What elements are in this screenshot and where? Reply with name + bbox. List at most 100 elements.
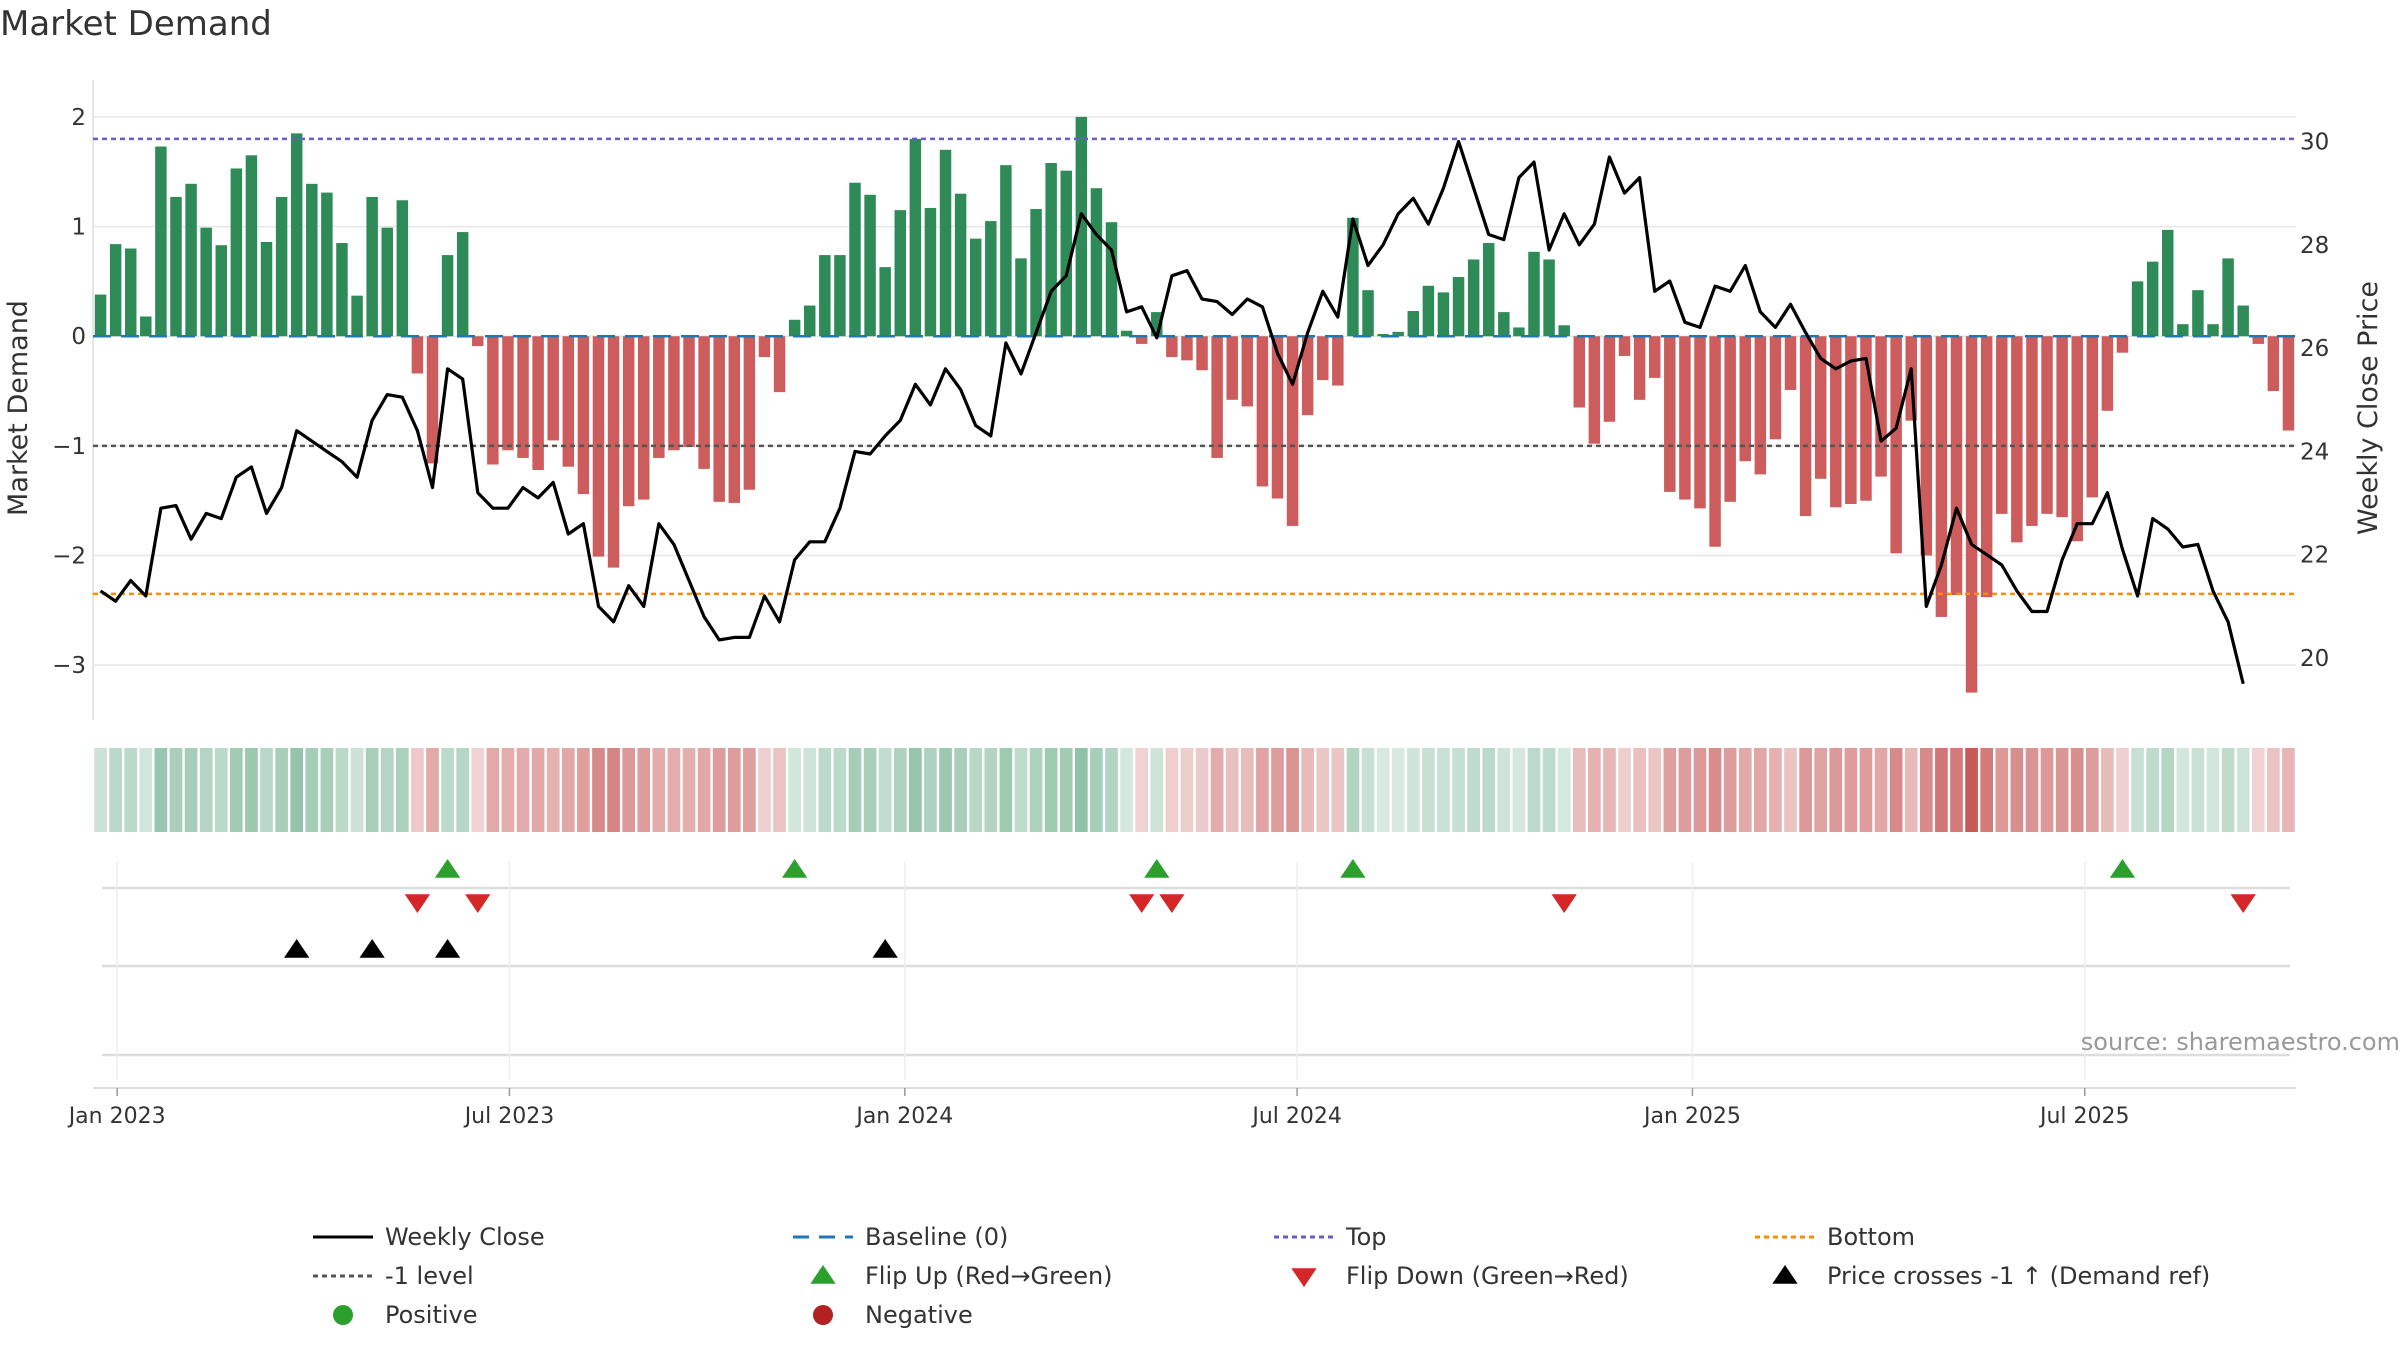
demand-bar xyxy=(773,336,786,393)
heat-strip-cell xyxy=(1904,748,1918,832)
legend-label: Negative xyxy=(865,1301,973,1329)
demand-bar xyxy=(2177,324,2189,337)
heat-strip-cell xyxy=(305,748,319,832)
heat-strip-cell xyxy=(954,748,967,832)
heat-strip-cell xyxy=(833,748,847,832)
heat-strip-cell xyxy=(607,748,620,832)
heat-strip-cell xyxy=(1950,748,1963,832)
heat-strip-cell xyxy=(1090,748,1103,832)
heat-strip-cell xyxy=(1452,748,1465,832)
demand-bar xyxy=(2267,336,2280,392)
heat-strip-cell xyxy=(2085,748,2099,832)
demand-bar xyxy=(1739,336,1751,462)
heat-strip-cell xyxy=(1542,748,1556,832)
demand-bar xyxy=(2071,336,2083,542)
demand-bar xyxy=(1271,336,1284,499)
flip-up-marker xyxy=(1144,859,1170,878)
heat-strip-cell xyxy=(486,748,500,832)
demand-bar xyxy=(1558,325,1570,337)
heat-strip-cell xyxy=(561,748,575,832)
demand-bar xyxy=(668,336,680,451)
demand-bar xyxy=(1754,336,1767,475)
demand-bar xyxy=(1362,290,1374,337)
demand-bar xyxy=(909,138,922,337)
demand-bar xyxy=(411,336,424,374)
heat-strip-cell xyxy=(712,748,726,832)
heat-strip-cell xyxy=(893,748,907,832)
heat-strip-cell xyxy=(1995,748,2009,832)
heat-strip-cell xyxy=(531,748,545,832)
x-tick-label: Jan 2024 xyxy=(854,1104,953,1129)
heat-strip-cell xyxy=(1965,748,1978,832)
heat-strip-cell xyxy=(1074,748,1088,832)
demand-bar xyxy=(939,149,952,337)
heat-strip-cell xyxy=(184,748,198,832)
demand-bar xyxy=(1920,336,1933,556)
heat-strip-cell xyxy=(2236,748,2250,832)
demand-bar xyxy=(562,336,575,467)
demand-bar xyxy=(954,193,967,337)
legend-label: -1 level xyxy=(385,1262,474,1290)
heat-strip-cell xyxy=(456,748,470,832)
demand-bar xyxy=(653,336,665,458)
legend-item: Baseline (0) xyxy=(793,1223,1008,1251)
heat-strip-cell xyxy=(350,748,364,832)
flip-up-marker xyxy=(1340,859,1366,878)
demand-bar xyxy=(743,336,756,490)
y-tick-label: 0 xyxy=(71,324,86,350)
heat-strip-cell xyxy=(1769,748,1782,832)
heat-strip-cell xyxy=(2191,748,2205,832)
heat-strip-cell xyxy=(1935,748,1948,832)
x-tick-label: Jul 2025 xyxy=(2038,1104,2130,1129)
heat-strip-cell xyxy=(1256,748,1269,832)
demand-bar xyxy=(185,183,197,337)
heat-strip-cell xyxy=(230,748,243,832)
price-cross-marker xyxy=(284,939,310,958)
demand-bar xyxy=(849,182,861,337)
heat-strip-cell xyxy=(1225,748,1239,832)
heat-strip-cell xyxy=(411,748,424,832)
demand-bar xyxy=(1060,170,1072,337)
demand-bar xyxy=(1588,336,1601,444)
demand-bar xyxy=(1950,336,1963,595)
heat-strip-cell xyxy=(1029,748,1043,832)
heat-strip-cell xyxy=(1889,748,1903,832)
demand-bar xyxy=(803,305,816,337)
heat-strip-cell xyxy=(1286,748,1299,832)
heat-strip-cell xyxy=(667,748,681,832)
demand-bar xyxy=(1799,336,1812,517)
heat-strip-cell xyxy=(577,748,590,832)
demand-bar xyxy=(351,295,363,337)
heat-strip-cell xyxy=(1678,748,1692,832)
heat-strip-cell xyxy=(2267,748,2280,832)
heat-strip-cell xyxy=(2176,748,2190,832)
demand-bar xyxy=(1875,336,1887,477)
legend-item: Positive xyxy=(333,1301,478,1329)
price-cross-marker xyxy=(872,939,898,958)
heat-strip-cell xyxy=(1044,748,1058,832)
demand-bar xyxy=(306,183,318,337)
demand-bar xyxy=(1256,336,1269,487)
demand-bar xyxy=(1301,336,1314,416)
heat-strip-cell xyxy=(2146,748,2159,832)
demand-bar xyxy=(1618,336,1631,356)
demand-bar xyxy=(260,241,273,337)
demand-bar xyxy=(1045,162,1057,337)
heat-strip-cell xyxy=(275,748,288,832)
heat-strip-cell xyxy=(94,748,107,832)
legend-item: Flip Up (Red→Green) xyxy=(810,1262,1113,1290)
heat-strip-cell xyxy=(1376,748,1390,832)
heat-strip-cell xyxy=(1799,748,1812,832)
heat-strip-cell xyxy=(1271,748,1284,832)
demand-bar xyxy=(2026,336,2038,526)
heat-strip-cell xyxy=(878,748,892,832)
demand-bar xyxy=(366,196,378,337)
legend-label: Weekly Close xyxy=(385,1223,545,1251)
heat-strip-cell xyxy=(169,748,183,832)
demand-bar xyxy=(1498,312,1510,337)
demand-bar xyxy=(2222,258,2234,337)
legend-swatch xyxy=(1291,1268,1317,1287)
legend-item: -1 level xyxy=(313,1262,474,1290)
x-tick-label: Jan 2023 xyxy=(67,1104,166,1129)
